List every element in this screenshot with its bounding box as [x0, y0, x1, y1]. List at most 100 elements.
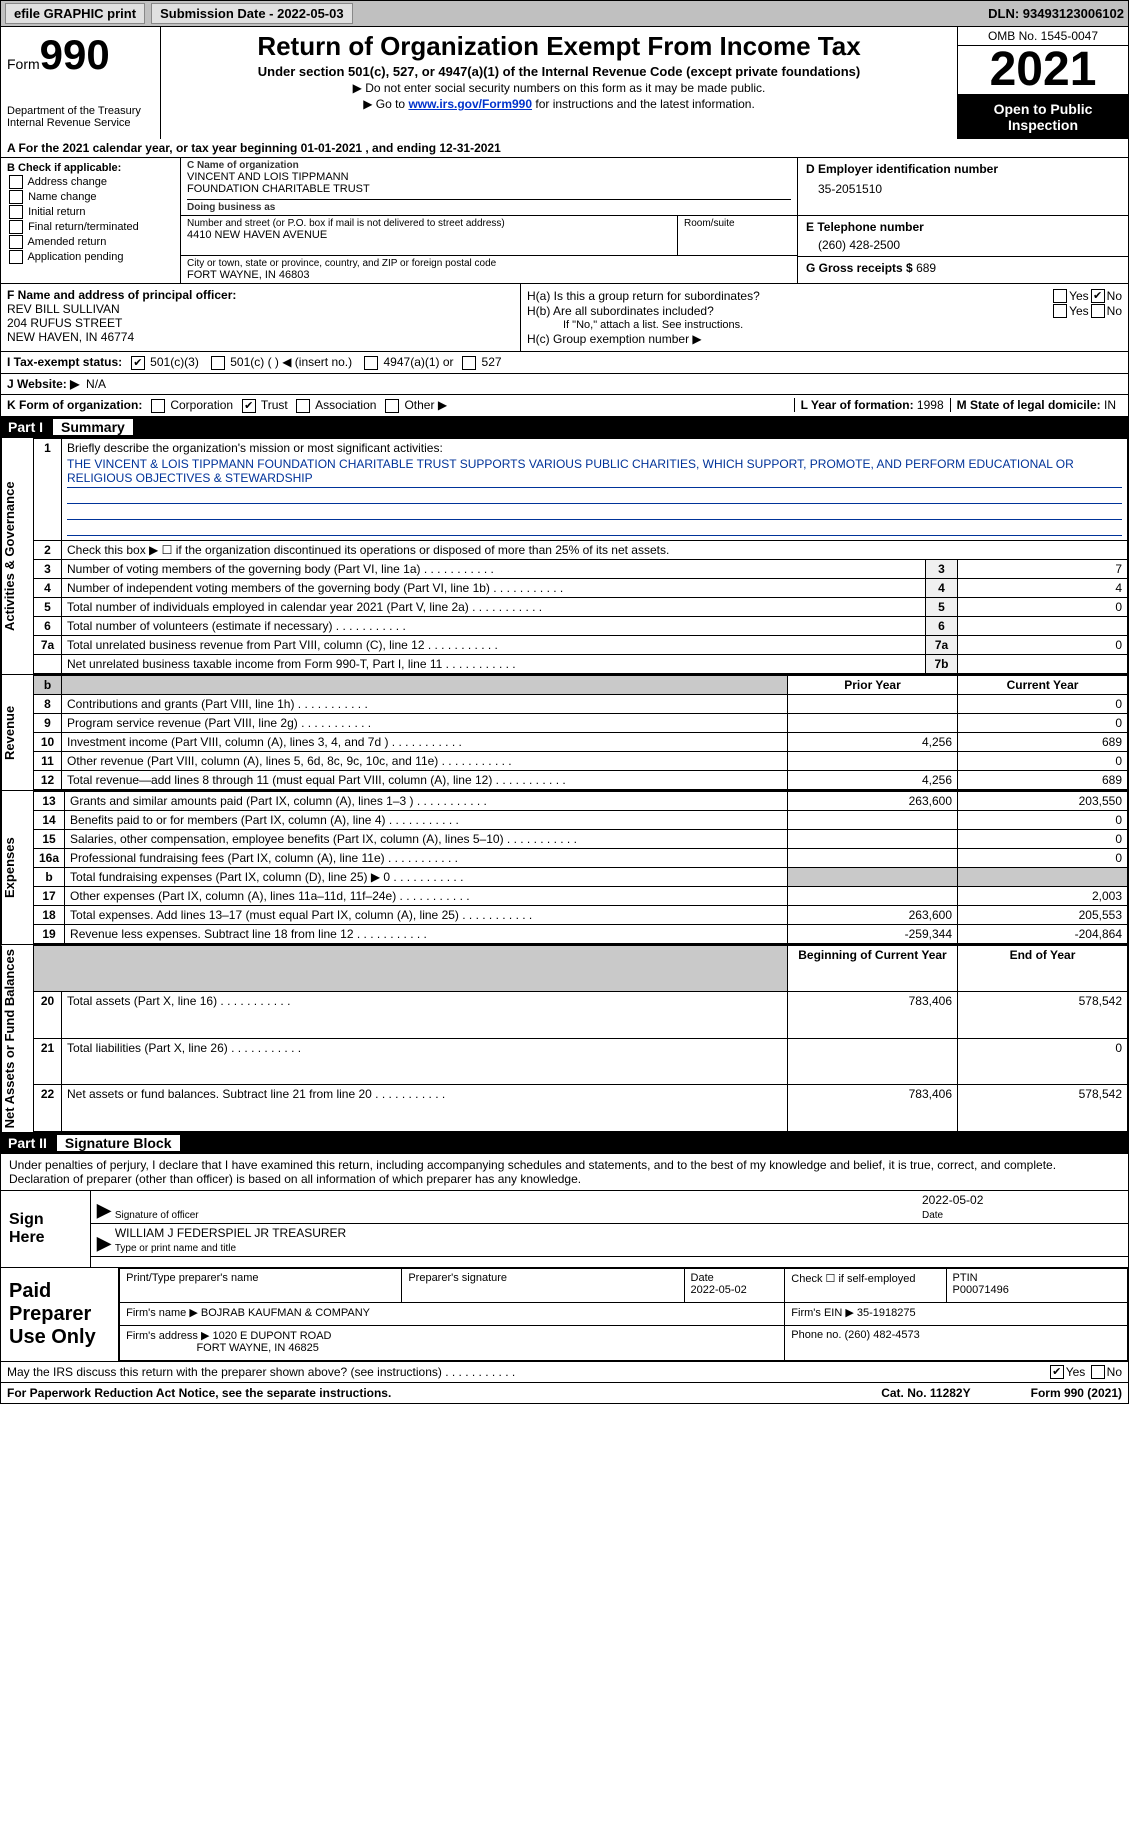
chk-501c3[interactable]	[131, 356, 145, 370]
vtab-expenses: Expenses	[1, 791, 33, 944]
ptin: P00071496	[953, 1284, 1009, 1296]
form-ref: Form 990 (2021)	[1031, 1386, 1122, 1400]
dept-label: Department of the Treasury Internal Reve…	[7, 105, 154, 129]
hb-no[interactable]	[1091, 304, 1105, 318]
opt-final-return: Final return/terminated	[28, 221, 139, 233]
pra-notice: For Paperwork Reduction Act Notice, see …	[7, 1386, 391, 1400]
line2-text: Check this box ▶ ☐ if the organization d…	[62, 540, 1128, 559]
chk-amended[interactable]	[9, 235, 23, 249]
addr-cap: Number and street (or P.O. box if mail i…	[187, 218, 671, 229]
summary-revenue: Revenue b Prior Year Current Year 8Contr…	[0, 675, 1129, 791]
submission-date-button[interactable]: Submission Date - 2022-05-03	[151, 3, 353, 24]
opt-501c3: 501(c)(3)	[150, 355, 199, 369]
name-cap: Type or print name and title	[115, 1243, 236, 1254]
chk-final-return[interactable]	[9, 220, 23, 234]
vtab-netassets: Net Assets or Fund Balances	[1, 945, 33, 1132]
chk-name-change[interactable]	[9, 190, 23, 204]
opt-other: Other ▶	[404, 398, 447, 412]
opt-trust: Trust	[261, 398, 288, 412]
city-cap: City or town, state or province, country…	[187, 258, 791, 269]
summary-row: 18Total expenses. Add lines 13–17 (must …	[34, 905, 1128, 924]
chk-corp[interactable]	[151, 399, 165, 413]
opt-name-change: Name change	[28, 191, 97, 203]
summary-netassets: Net Assets or Fund Balances Beginning of…	[0, 945, 1129, 1133]
summary-row: 15Salaries, other compensation, employee…	[34, 829, 1128, 848]
opt-corp: Corporation	[170, 398, 233, 412]
sig-date: 2022-05-02	[922, 1193, 983, 1207]
summary-row: 16aProfessional fundraising fees (Part I…	[34, 848, 1128, 867]
summary-row: 3Number of voting members of the governi…	[34, 559, 1128, 578]
col-current-year: Current Year	[958, 675, 1128, 694]
org-name-1: VINCENT AND LOIS TIPPMANN	[187, 171, 791, 183]
tax-year: 2021	[958, 46, 1128, 95]
hc-label: H(c) Group exemption number ▶	[527, 332, 702, 346]
vtab-revenue: Revenue	[1, 675, 33, 790]
firm-name: BOJRAB KAUFMAN & COMPANY	[201, 1307, 370, 1319]
part1-label: Part I	[8, 419, 53, 435]
chk-501c[interactable]	[211, 356, 225, 370]
summary-row: 5Total number of individuals employed in…	[34, 597, 1128, 616]
chk-trust[interactable]	[242, 399, 256, 413]
opt-501c: 501(c) ( ) ◀ (insert no.)	[230, 355, 352, 369]
street-address: 4410 NEW HAVEN AVENUE	[187, 229, 671, 241]
chk-4947[interactable]	[364, 356, 378, 370]
part2-label: Part II	[8, 1135, 57, 1151]
opt-address-change: Address change	[27, 176, 107, 188]
secB-caption: B Check if applicable:	[7, 162, 174, 174]
chk-initial-return[interactable]	[9, 205, 23, 219]
domicile: IN	[1104, 398, 1116, 412]
page-footer: For Paperwork Reduction Act Notice, see …	[0, 1383, 1129, 1404]
sig-officer-cap: Signature of officer	[115, 1210, 199, 1221]
ha-no-lbl: No	[1107, 289, 1122, 303]
form-title: Return of Organization Exempt From Incom…	[169, 31, 949, 62]
city-state-zip: FORT WAYNE, IN 46803	[187, 269, 791, 281]
chk-app-pending[interactable]	[9, 250, 23, 264]
summary-expenses: Expenses 13Grants and similar amounts pa…	[0, 791, 1129, 945]
ha-yes-lbl: Yes	[1069, 289, 1089, 303]
firm-name-cap: Firm's name ▶	[126, 1307, 198, 1319]
chk-other[interactable]	[385, 399, 399, 413]
col-prior-year: Prior Year	[788, 675, 958, 694]
efile-button[interactable]: efile GRAPHIC print	[5, 3, 145, 24]
summary-row: 19Revenue less expenses. Subtract line 1…	[34, 924, 1128, 943]
org-name-2: FOUNDATION CHARITABLE TRUST	[187, 183, 791, 195]
summary-row: 17Other expenses (Part IX, column (A), l…	[34, 886, 1128, 905]
summary-activities: Activities & Governance 1 Briefly descri…	[0, 437, 1129, 675]
may-no[interactable]	[1091, 1365, 1105, 1379]
chk-address-change[interactable]	[9, 175, 23, 189]
sig-arrow-icon: ▶	[97, 1200, 111, 1221]
summary-row: 12Total revenue—add lines 8 through 11 (…	[34, 770, 1128, 789]
paid-preparer-label: Paid Preparer Use Only	[1, 1268, 119, 1361]
firm-addr2: FORT WAYNE, IN 46825	[196, 1342, 318, 1354]
ssn-note: ▶ Do not enter social security numbers o…	[169, 81, 949, 95]
ha-no[interactable]	[1091, 289, 1105, 303]
cat-no: Cat. No. 11282Y	[881, 1386, 970, 1400]
irs-link[interactable]: www.irs.gov/Form990	[408, 97, 532, 111]
summary-row: Net unrelated business taxable income fr…	[34, 654, 1128, 673]
top-toolbar: efile GRAPHIC print Submission Date - 20…	[0, 0, 1129, 27]
opt-amended: Amended return	[27, 236, 106, 248]
part1-header: Part I Summary	[0, 417, 1129, 437]
summary-row: 10Investment income (Part VIII, column (…	[34, 732, 1128, 751]
sign-here-label: Sign Here	[1, 1191, 91, 1267]
chk-assoc[interactable]	[296, 399, 310, 413]
ein-value: 35-2051510	[806, 182, 1120, 196]
perjury-declaration: Under penalties of perjury, I declare th…	[1, 1154, 1128, 1190]
part2-header: Part II Signature Block	[0, 1133, 1129, 1153]
secI-cap: I Tax-exempt status:	[7, 355, 122, 369]
part2-title: Signature Block	[57, 1135, 180, 1151]
gross-receipts: 689	[916, 261, 936, 275]
hb-question: H(b) Are all subordinates included?	[527, 304, 1051, 318]
summary-row: 13Grants and similar amounts paid (Part …	[34, 791, 1128, 810]
may-yes[interactable]	[1050, 1365, 1064, 1379]
form-word: Form	[7, 56, 40, 72]
calendar-year-row: A For the 2021 calendar year, or tax yea…	[0, 139, 1129, 158]
chk-527[interactable]	[462, 356, 476, 370]
opt-527: 527	[482, 355, 502, 369]
open-inspection-badge: Open to Public Inspection	[958, 95, 1128, 139]
summary-row: 6Total number of volunteers (estimate if…	[34, 616, 1128, 635]
summary-row: 14Benefits paid to or for members (Part …	[34, 810, 1128, 829]
ha-yes[interactable]	[1053, 289, 1067, 303]
sig-date-cap: Date	[922, 1210, 943, 1221]
hb-yes[interactable]	[1053, 304, 1067, 318]
